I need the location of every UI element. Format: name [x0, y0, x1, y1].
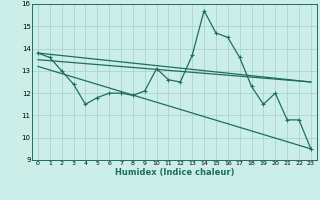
- X-axis label: Humidex (Indice chaleur): Humidex (Indice chaleur): [115, 168, 234, 177]
